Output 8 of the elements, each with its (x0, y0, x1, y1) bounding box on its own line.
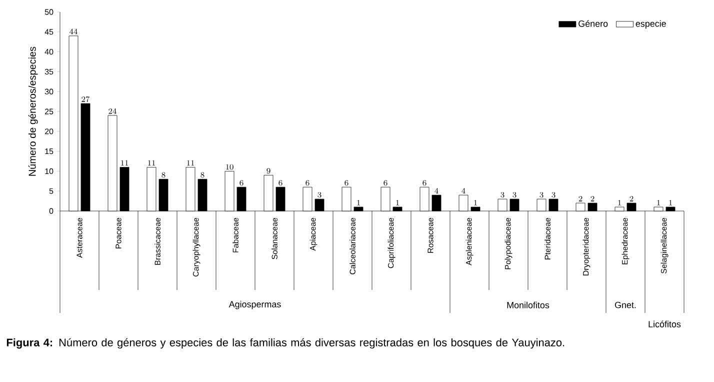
legend-label: especie (636, 20, 666, 29)
y-axis-title: Número de géneros/especies (28, 46, 38, 176)
text: Figura 4: Número de géneros y especies de las familias más diversas registradas en los bosques de Yauyinazo. (6, 338, 564, 349)
legend-label: Género (578, 20, 608, 27)
text: Agiospermas (228, 300, 281, 310)
text: Gnet. (614, 302, 636, 308)
text: Monilofitos (507, 302, 550, 308)
text: Licófitos (648, 320, 681, 328)
